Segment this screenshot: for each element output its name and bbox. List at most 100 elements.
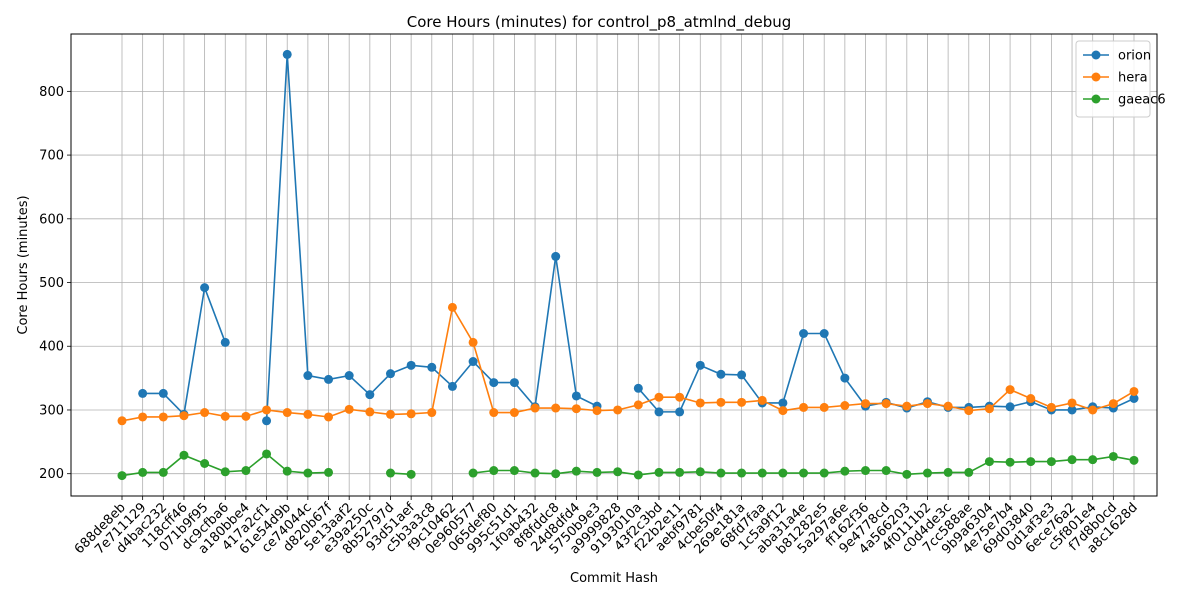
data-point: [1046, 457, 1056, 467]
data-point: [344, 404, 354, 414]
data-point: [778, 406, 788, 416]
data-point: [1088, 405, 1098, 415]
data-point: [220, 337, 230, 347]
data-point: [489, 408, 499, 418]
data-point: [633, 470, 643, 480]
data-point: [984, 404, 994, 414]
data-point: [675, 407, 685, 417]
legend-label: orion: [1118, 49, 1151, 64]
data-point: [489, 378, 499, 388]
data-point: [1026, 457, 1036, 467]
data-point: [943, 401, 953, 411]
data-point: [282, 49, 292, 59]
series-line: [121, 305, 1135, 422]
data-point: [840, 401, 850, 411]
plot-frame: [70, 33, 1158, 497]
data-point: [819, 329, 829, 339]
data-point: [262, 405, 272, 415]
data-point: [571, 391, 581, 401]
data-point: [984, 457, 994, 467]
data-point: [179, 411, 189, 421]
data-point: [1088, 455, 1098, 465]
y-tick-label: 600: [39, 212, 64, 227]
y-tick-label: 300: [39, 403, 64, 418]
data-point: [241, 411, 251, 421]
data-point: [179, 450, 189, 460]
data-point: [695, 360, 705, 370]
data-point: [1067, 398, 1077, 408]
y-axis-ticks: 200 300 400 500 600 700 800: [39, 85, 71, 482]
data-point: [861, 399, 871, 409]
data-point: [964, 467, 974, 477]
data-point: [1026, 394, 1036, 404]
data-point: [551, 251, 561, 261]
data-point: [737, 397, 747, 407]
data-point: [1067, 405, 1077, 415]
x-axis-ticks: 688de8eb7e711129d4bac232118cff46071b9f95…: [72, 496, 1141, 558]
data-point: [1005, 402, 1015, 412]
data-point: [117, 471, 127, 481]
data-point: [1005, 457, 1015, 467]
data-point: [551, 469, 561, 479]
data-point: [385, 369, 395, 379]
data-point: [819, 468, 829, 478]
y-axis-title: Core Hours (minutes): [16, 195, 31, 334]
data-point: [365, 390, 375, 400]
data-point: [530, 403, 540, 413]
data-point: [716, 369, 726, 379]
x-axis-title: Commit Hash: [570, 571, 658, 586]
data-point: [964, 406, 974, 416]
data-point: [303, 371, 313, 381]
data-point: [654, 392, 664, 402]
grid-lines: [71, 34, 1157, 496]
data-point: [799, 468, 809, 478]
legend-label: hera: [1118, 71, 1148, 86]
y-tick-label: 700: [39, 149, 64, 164]
data-point: [592, 467, 602, 477]
data-point: [427, 362, 437, 372]
data-point: [262, 416, 272, 426]
data-point: [881, 399, 891, 409]
y-tick-label: 400: [39, 340, 64, 355]
data-point: [737, 370, 747, 380]
legend-item: hera: [1083, 71, 1148, 86]
data-point: [344, 371, 354, 381]
data-point: [757, 395, 767, 405]
data-point: [1108, 399, 1118, 409]
data-point: [509, 466, 519, 476]
data-point: [282, 408, 292, 418]
data-point: [571, 404, 581, 414]
data-point: [303, 409, 313, 419]
data-point: [324, 412, 334, 422]
data-point: [757, 468, 767, 478]
legend-marker: [1091, 50, 1101, 60]
data-point: [922, 468, 932, 478]
data-point: [1129, 455, 1139, 465]
data-point: [158, 412, 168, 422]
data-point: [840, 373, 850, 383]
data-point: [1108, 451, 1118, 461]
y-tick-label: 800: [39, 85, 64, 100]
data-point: [695, 398, 705, 408]
data-point: [324, 374, 334, 384]
data-point: [861, 466, 871, 476]
data-point: [716, 397, 726, 407]
data-point: [943, 467, 953, 477]
data-point: [138, 412, 148, 422]
data-point: [138, 388, 148, 398]
data-point: [592, 406, 602, 416]
legend-item: gaeac6: [1083, 93, 1166, 108]
data-point: [737, 468, 747, 478]
data-point: [571, 466, 581, 476]
data-point: [385, 409, 395, 419]
data-point: [324, 467, 334, 477]
data-point: [654, 407, 664, 417]
data-point: [365, 407, 375, 417]
data-point: [447, 381, 457, 391]
data-point: [406, 360, 416, 370]
data-point: [1046, 402, 1056, 412]
data-point: [675, 467, 685, 477]
data-point: [241, 466, 251, 476]
data-point: [902, 401, 912, 411]
data-point: [1129, 386, 1139, 396]
